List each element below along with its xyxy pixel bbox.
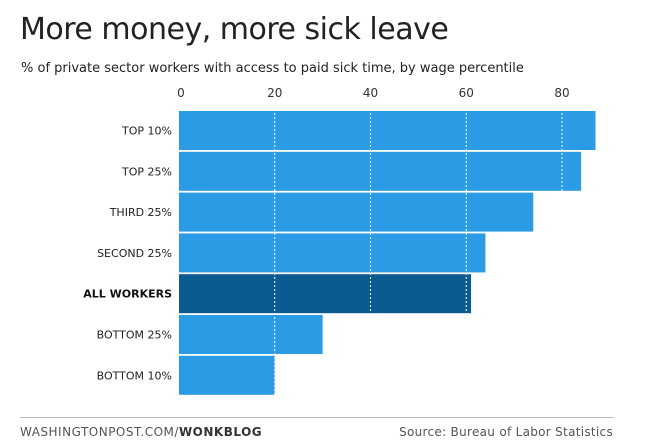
category-label: BOTTOM 25% [97,329,172,342]
bars-group [179,111,596,395]
x-tick-label: 80 [554,86,569,100]
footer-brand: WONKBLOG [178,425,263,439]
x-tick-labels-group: 0 20 40 60 80 [177,86,569,100]
chart-subtitle: % of private sector workers with access … [21,61,524,76]
category-labels-group: TOP 10% TOP 25% THIRD 25% SECOND 25% ALL WOR… [83,125,172,383]
category-label: THIRD 25% [109,206,172,219]
category-label: ALL WORKERS [83,288,172,301]
x-tick-label: 40 [363,86,378,100]
footer-credit: WASHINGTONPOST.COM/WONKBLOG [20,425,262,439]
bar-top-25 [179,151,582,191]
category-label: SECOND 25% [97,247,172,260]
x-tick-label: 0 [177,86,185,100]
x-tick-label: 60 [459,86,474,100]
bar-bottom-25 [179,315,323,354]
bar-chart: 0 20 40 60 80 TOP 10% TOP 25% THIRD 25% SECOND … [83,86,596,395]
category-label: TOP 10% [121,125,172,138]
bar-second-25 [179,233,486,273]
bar-bottom-10 [179,355,275,395]
bar-third-25 [179,192,534,232]
bar-top-10 [179,111,596,150]
x-tick-label: 20 [267,86,282,100]
footer-divider [20,417,614,418]
footer-site: WASHINGTONPOST.COM/ [20,425,179,439]
category-label: BOTTOM 10% [97,369,172,382]
category-label: TOP 25% [121,165,172,178]
chart-title: More money, more sick leave [20,12,449,47]
bar-all-workers [179,274,472,314]
footer-source: Source: Bureau of Labor Statistics [399,425,613,439]
